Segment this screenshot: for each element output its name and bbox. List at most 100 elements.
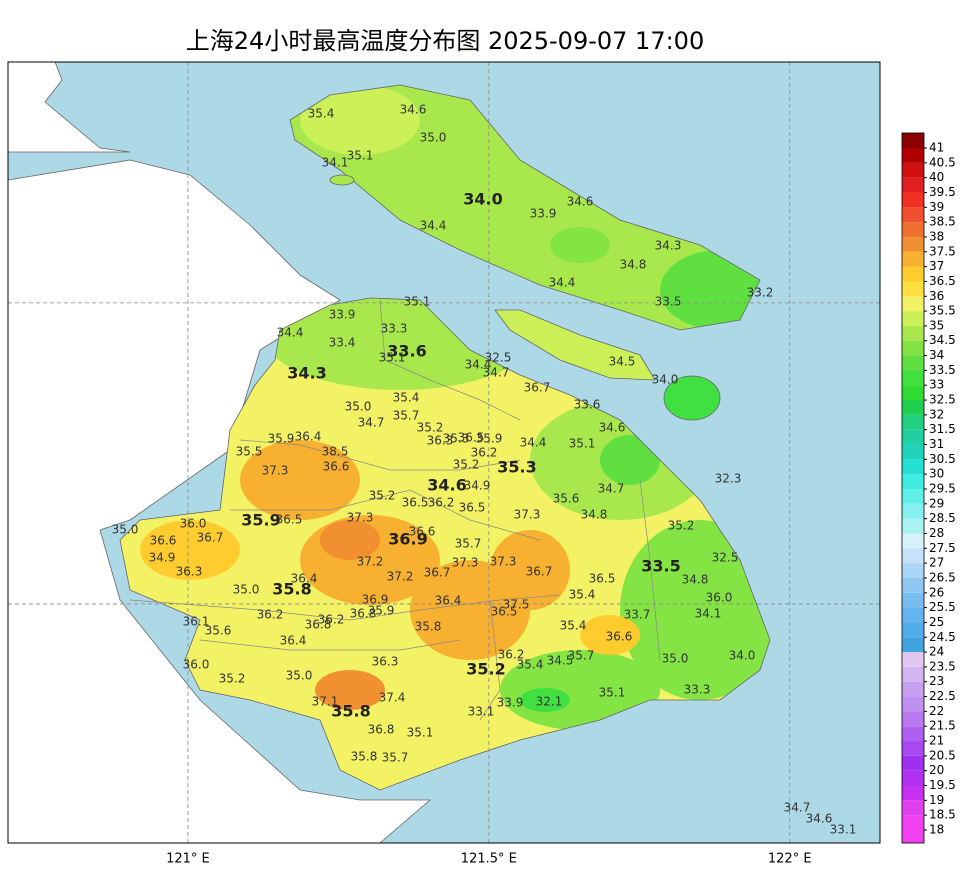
station-label: 33.7	[624, 608, 651, 622]
station-label: 33.3	[381, 322, 408, 336]
station-label: 37.3	[262, 464, 289, 478]
station-label: 35.1	[379, 351, 406, 365]
colorbar-label: 22.5	[929, 689, 956, 703]
station-label: 34.0	[652, 373, 679, 387]
colorbar-label: 37.5	[929, 244, 956, 258]
station-label: 35.0	[420, 131, 447, 145]
station-label: 36.4	[435, 594, 462, 608]
station-label: 36.2	[498, 648, 525, 662]
station-label: 36.5	[458, 431, 485, 445]
station-label: 36.0	[183, 658, 210, 672]
colorbar-bin	[902, 444, 924, 460]
colorbar-bin	[902, 755, 924, 771]
colorbar-label: 19.5	[929, 778, 956, 792]
station-label: 35.7	[568, 649, 595, 663]
station-label: 34.4	[420, 219, 447, 233]
colorbar-bin	[902, 281, 924, 297]
map-body	[8, 62, 880, 843]
small-island	[329, 174, 355, 186]
district-label: 36.9	[388, 530, 427, 549]
station-label: 37.4	[379, 691, 406, 705]
station-label: 34.1	[322, 156, 349, 170]
colorbar-label: 35.5	[929, 304, 956, 318]
colorbar-bin	[902, 429, 924, 445]
colorbar-label: 28.5	[929, 511, 956, 525]
colorbar-bin	[902, 815, 924, 830]
colorbar-label: 27	[929, 556, 944, 570]
colorbar-under	[902, 830, 924, 843]
colorbar-bin	[902, 711, 924, 727]
station-label: 35.2	[453, 458, 480, 472]
colorbar-bin	[902, 622, 924, 638]
station-label: 35.4	[569, 588, 596, 602]
colorbar-bin	[902, 222, 924, 237]
colorbar-label: 28	[929, 526, 944, 540]
station-label: 37.3	[514, 508, 541, 522]
colorbar-bin	[902, 385, 924, 401]
colorbar-bin	[902, 785, 924, 801]
station-label: 35.5	[236, 445, 263, 459]
station-label: 37.1	[312, 695, 339, 709]
station-label: 38.5	[322, 445, 349, 459]
station-label: 37.2	[357, 555, 384, 569]
colorbar-bin	[902, 325, 924, 341]
colorbar-label: 30	[929, 467, 944, 481]
station-label: 34.7	[598, 482, 625, 496]
station-label: 36.5	[276, 513, 303, 527]
station-label: 35.1	[407, 726, 434, 740]
colorbar-label: 20	[929, 763, 944, 777]
station-label: 34.5	[609, 355, 636, 369]
south-bank	[8, 159, 432, 843]
station-label: 33.3	[684, 683, 711, 697]
colorbar-bin	[902, 162, 924, 178]
station-label: 36.3	[372, 655, 399, 669]
colorbar-bin	[902, 311, 924, 326]
station-label: 33.2	[747, 286, 774, 300]
colorbar-bin	[902, 370, 924, 386]
station-label: 34.8	[620, 258, 647, 272]
station-label: 36.6	[323, 460, 350, 474]
district-label: 33.5	[641, 557, 680, 576]
colorbar-label: 26	[929, 585, 944, 599]
colorbar-bin	[902, 296, 924, 312]
station-label: 35.2	[668, 519, 695, 533]
colorbar-bin	[902, 533, 924, 549]
station-label: 33.5	[655, 295, 682, 309]
station-label: 33.9	[497, 696, 524, 710]
station-label: 34.7	[483, 366, 510, 380]
station-label: 36.2	[257, 608, 284, 622]
colorbar-bin	[902, 236, 924, 252]
colorbar-label: 30.5	[929, 452, 956, 466]
colorbar-label: 33	[929, 378, 944, 392]
station-label: 36.8	[305, 618, 332, 632]
colorbar-bin	[902, 563, 924, 578]
station-label: 35.2	[219, 672, 246, 686]
colorbar-bin	[902, 666, 924, 682]
colorbar-bin	[902, 726, 924, 742]
station-label: 33.6	[574, 398, 601, 412]
station-label: 36.6	[150, 534, 177, 548]
colorbar-bin	[902, 474, 924, 489]
district-label: 35.2	[466, 660, 505, 679]
station-label: 34.8	[581, 508, 608, 522]
station-label: 34.7	[784, 801, 811, 815]
colorbar-label: 40	[929, 170, 944, 184]
station-label: 37.3	[490, 555, 517, 569]
colorbar-label: 32	[929, 407, 944, 421]
colorbar-label: 34.5	[929, 333, 956, 347]
station-label: 35.2	[417, 421, 444, 435]
station-label: 36.5	[491, 605, 518, 619]
district-label: 35.8	[331, 702, 370, 721]
station-label: 37.3	[452, 556, 479, 570]
station-label: 35.6	[205, 624, 232, 638]
colorbar-label: 21.5	[929, 719, 956, 733]
station-label: 34.6	[400, 103, 427, 117]
district-label: 33.6	[387, 342, 426, 361]
x-tick-label: 121° E	[166, 852, 210, 867]
colorbar-label: 40.5	[929, 155, 956, 169]
station-label: 33.1	[830, 823, 857, 837]
colorbar-label: 37	[929, 259, 944, 273]
station-label: 35.0	[233, 583, 260, 597]
station-label: 36.8	[368, 723, 395, 737]
